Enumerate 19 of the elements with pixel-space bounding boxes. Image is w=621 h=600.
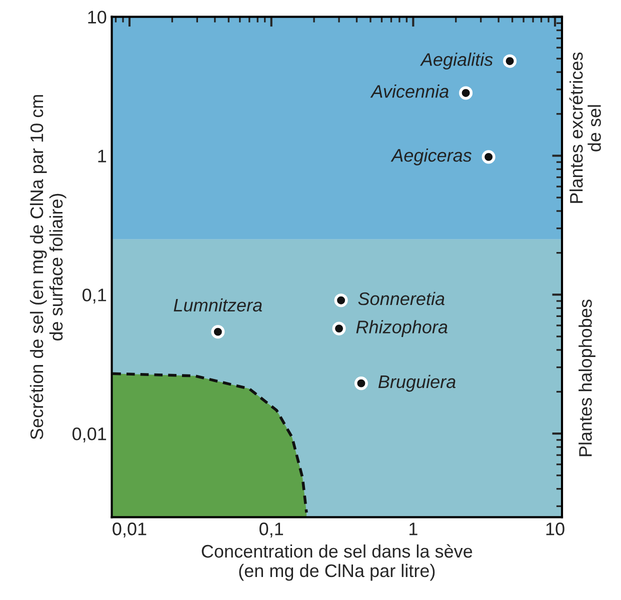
x-axis-title: Concentration de sel dans la sève (en mg de ClNa par litre): [202, 544, 472, 581]
annotation: Aegialitis: [420, 52, 493, 70]
annotation: Aegiceras: [390, 148, 472, 166]
x-tick-label: 0,01: [112, 522, 146, 538]
x-tick-label: 0,1: [260, 522, 284, 538]
y-tick-label: 10: [88, 10, 106, 24]
band-label: Plantes excrétrices de sel: [569, 52, 601, 203]
band-label: Plantes halophobes: [578, 300, 596, 456]
x-tick-label: 10: [546, 522, 564, 536]
x-tick-label: 1: [410, 522, 418, 536]
annotation: Avicennia: [370, 84, 449, 98]
y-tick-label: 0,1: [82, 288, 106, 304]
annotation: Sonneretia: [358, 292, 444, 306]
y-axis-title: Secrétion de sel (en mg de ClNa par 10 cm de surface foliaire): [30, 95, 66, 440]
y-tick-label: 1: [98, 150, 106, 162]
annotation: Rhizophora: [356, 320, 448, 337]
annotation: Bruguiera: [378, 374, 456, 392]
annotation: Lumnitzera: [174, 298, 262, 312]
y-tick-label: 0,01: [72, 427, 106, 442]
